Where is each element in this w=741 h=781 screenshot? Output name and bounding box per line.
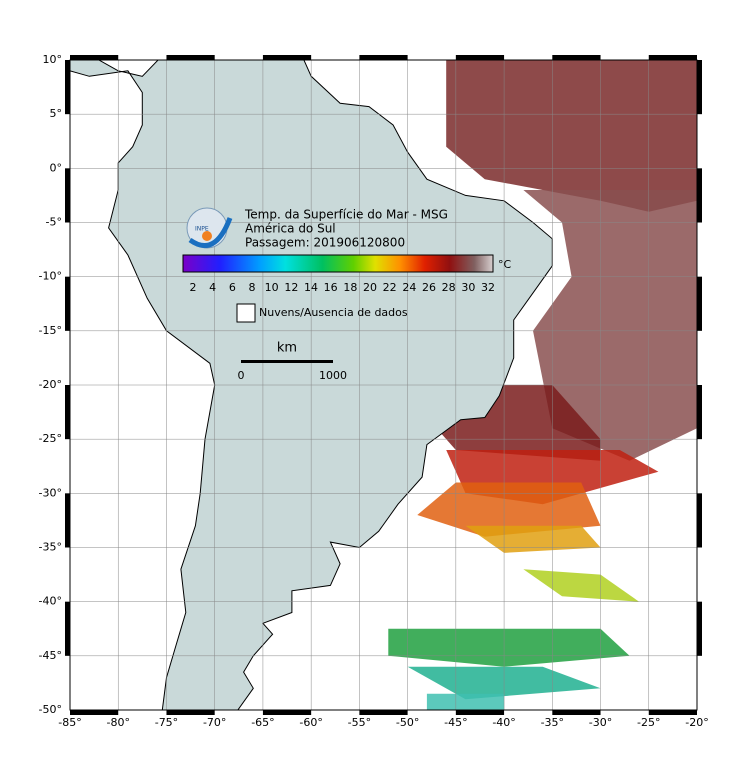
lat-label: 5° [50,107,63,120]
colorbar-label: 6 [229,281,236,294]
sst-patch [446,60,697,212]
sst-patch [417,482,601,537]
sst-patch [523,190,697,461]
title: Temp. da Superfície do Mar - MSG [244,208,448,222]
scale-end: 1000 [319,369,347,382]
overlay: INPE Temp. da Superfície do Mar - MSG Am… [182,207,512,382]
colorbar-label: 24 [402,281,416,294]
lat-label: -5° [46,216,62,229]
frame-block [697,601,702,656]
frame-block [166,55,215,60]
sst-patch [426,693,505,710]
colorbar-label: 30 [461,281,475,294]
lon-label: -25° [637,716,660,729]
frame-block [70,710,119,715]
lat-label: -35° [39,541,62,554]
logo-text: INPE [195,226,209,233]
lon-label: -20° [685,716,708,729]
frame-block [65,60,70,115]
frame-block [697,493,702,548]
lon-label: -65° [251,716,274,729]
lon-label: -80° [106,716,129,729]
frame-block [697,60,702,115]
lat-label: 10° [43,53,63,66]
frame-block [455,55,505,60]
frame-block [262,710,312,715]
colorbar-label: 26 [422,281,436,294]
logo-arrow [188,217,233,249]
lat-label: -20° [39,378,62,391]
lat-label: -50° [39,703,62,716]
lon-label: -70° [203,716,226,729]
colorbar-label: 2 [190,281,197,294]
frame-block [166,710,215,715]
frame-block [552,55,601,60]
colorbar-label: 18 [343,281,357,294]
lon-label: -50° [396,716,419,729]
lat-label: -15° [39,324,62,337]
colorbar-label: 8 [249,281,256,294]
lon-label: -85° [58,716,81,729]
frame-block [359,710,408,715]
frame-block [648,55,697,60]
frame-block [65,493,70,548]
sst-patch [523,569,640,602]
lat-label: -25° [39,432,62,445]
legend-label: Nuvens/Ausencia de dados [259,306,408,319]
lon-label: -35° [541,716,564,729]
colorbar-label: 14 [304,281,318,294]
colorbar-label: 20 [363,281,377,294]
lon-label: -45° [444,716,467,729]
colorbar-label: 10 [265,281,279,294]
frame-block [552,710,601,715]
frame-block [697,385,702,440]
colorbar-label: 12 [284,281,298,294]
lat-label: -30° [39,486,62,499]
lon-label: -75° [155,716,178,729]
colorbar-label: 28 [442,281,456,294]
lat-label: 0° [50,161,63,174]
lon-label: -60° [299,716,322,729]
sst-patch [388,628,630,667]
colorbar-label: 22 [383,281,397,294]
pass-time: Passagem: 201906120800 [245,236,405,250]
scale-bar [241,360,333,363]
frame-block [455,710,505,715]
frame-block [262,55,312,60]
scale-unit: km [277,341,297,356]
subtitle: América do Sul [245,222,336,236]
lon-label: -40° [492,716,515,729]
map-area [70,60,697,710]
colorbar [182,254,494,273]
frame-block [65,276,70,331]
frame-block [697,168,702,223]
frame-block [70,55,119,60]
legend-swatch [236,303,256,323]
lat-label: -40° [39,595,62,608]
frame-block [65,385,70,440]
frame-block [697,276,702,331]
logo-sun [202,231,212,241]
frame-block [65,168,70,223]
frame-block [65,601,70,656]
lon-label: -55° [348,716,371,729]
colorbar-label: 16 [324,281,338,294]
lon-label: -30° [589,716,612,729]
frame-block [648,710,697,715]
colorbar-label: 32 [481,281,495,294]
colorbar-unit: °C [498,258,512,271]
lat-label: -10° [39,270,62,283]
sst-patch [465,525,601,553]
frame-block [359,55,408,60]
colorbar-label: 4 [209,281,216,294]
scale-start: 0 [238,369,245,382]
lat-label: -45° [39,649,62,662]
